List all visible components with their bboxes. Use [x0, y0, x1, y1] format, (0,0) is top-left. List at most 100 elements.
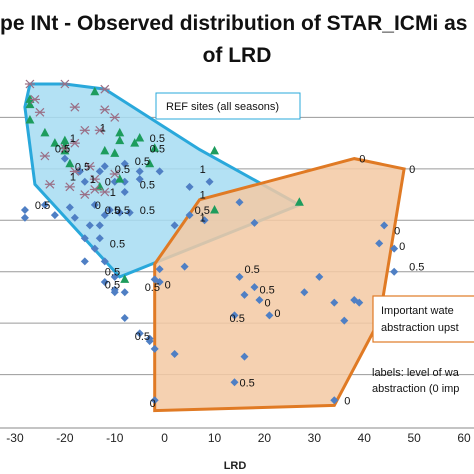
- point-label-37: 0: [409, 164, 415, 176]
- point-diamond-11: [100, 278, 109, 286]
- point-star-19: [99, 187, 110, 197]
- x-tick-9: 60: [457, 431, 471, 445]
- point-label-22: 0.5: [110, 238, 125, 250]
- point-label-27: 0.5: [135, 331, 150, 343]
- point-diamond-20: [120, 188, 129, 196]
- point-triangle-14: [65, 158, 75, 168]
- point-label-35: 0: [344, 395, 350, 407]
- point-label-5: 0.5: [115, 164, 130, 176]
- point-diamond-68: [120, 288, 129, 297]
- abstraction-legend-box: [372, 295, 474, 343]
- abstraction-label-line-2: abstraction upst: [381, 322, 459, 334]
- point-diamond-31: [135, 167, 144, 176]
- point-star-4-d2: [35, 107, 45, 117]
- x-tick-5: 20: [258, 431, 272, 445]
- point-triangle-0: [25, 99, 35, 109]
- point-diamond-24: [155, 265, 164, 274]
- point-diamond-67: [205, 177, 214, 186]
- point-diamond-60: [230, 311, 239, 320]
- point-label-14: 1: [200, 190, 206, 202]
- x-tick-1: -20: [56, 431, 74, 445]
- point-diamond-66: [235, 198, 244, 207]
- point-star-0-d2: [25, 79, 35, 89]
- point-diamond-10: [100, 257, 109, 266]
- point-label-26: 0: [165, 280, 171, 292]
- point-star-20: [109, 169, 120, 179]
- point-diamond-22: [150, 344, 159, 353]
- point-diamond-16: [110, 285, 119, 294]
- point-label-36: 0: [359, 154, 365, 166]
- labels-note: labels: level of wa abstraction (0 imp: [372, 367, 460, 395]
- point-star-7: [109, 113, 120, 122]
- point-star-20-d2: [110, 169, 120, 179]
- point-star-11-d2: [60, 143, 70, 153]
- point-triangle-19: [115, 174, 125, 183]
- point-diamond-26: [60, 154, 69, 163]
- point-star-8: [94, 125, 105, 135]
- point-label-33: 0: [274, 308, 280, 320]
- point-diamond-17: [65, 203, 74, 212]
- x-tick-6: 30: [308, 431, 322, 445]
- point-diamond-45: [375, 239, 384, 248]
- point-star-10: [69, 138, 80, 148]
- point-star-1-d2: [60, 79, 70, 89]
- point-triangle-15: [100, 145, 110, 155]
- point-star-4: [34, 107, 45, 117]
- x-tick-7: 40: [358, 431, 372, 445]
- point-triangle-22: [210, 205, 220, 214]
- point-label-13: 1: [200, 164, 206, 176]
- point-label-12: 0.5: [140, 179, 155, 191]
- point-diamond-29: [100, 162, 109, 171]
- point-diamond-25: [180, 262, 189, 271]
- point-label-10: 0: [105, 177, 111, 189]
- point-label-23: 0.5: [105, 267, 120, 279]
- point-star-8-d2: [95, 125, 105, 135]
- x-tick-4: 10: [208, 431, 222, 445]
- point-label-24: 0.5: [105, 280, 120, 292]
- point-diamond-3: [90, 200, 99, 209]
- point-diamond-39: [255, 296, 264, 304]
- x-tick-0: -30: [6, 431, 24, 445]
- point-diamond-37: [250, 283, 259, 292]
- abstraction-legend: Important wate abstraction upst: [372, 295, 474, 343]
- point-diamond-36: [235, 272, 244, 281]
- point-diamond-46: [390, 244, 399, 253]
- point-star-16: [89, 185, 100, 194]
- point-label-4: 0.5: [150, 143, 165, 155]
- point-triangle-1: [25, 94, 35, 103]
- point-label-19: 0.5: [140, 205, 155, 217]
- point-star-16-d2: [90, 185, 100, 194]
- labels-note-line-1: labels: level of wa: [372, 367, 460, 379]
- point-star-5: [69, 102, 80, 112]
- point-diamond-49: [95, 234, 104, 243]
- point-diamond-61: [70, 213, 79, 222]
- point-label-7: 0.5: [75, 161, 90, 173]
- point-star-18-d2: [65, 182, 75, 192]
- point-diamond-63: [125, 208, 134, 217]
- point-triangle-16: [115, 127, 125, 137]
- point-star-5-d2: [70, 102, 80, 112]
- point-label-16: 0: [95, 200, 101, 212]
- point-diamond-5: [115, 208, 124, 217]
- point-diamond-1: [20, 213, 29, 222]
- point-diamond-4: [105, 206, 114, 214]
- abstraction-label-line-1: Important wate: [381, 305, 454, 317]
- point-diamond-69: [240, 352, 249, 361]
- point-diamond-57: [200, 216, 209, 225]
- point-diamond-70: [170, 350, 179, 358]
- point-diamond-12: [80, 257, 89, 266]
- point-diamond-44: [380, 221, 389, 230]
- point-star-13-d2: [85, 161, 95, 171]
- point-star-0: [24, 79, 35, 89]
- point-diamond-9: [90, 244, 99, 253]
- ref-region-label: REF sites (all seasons): [166, 101, 279, 113]
- point-label-34: 0.5: [239, 377, 254, 389]
- point-label-3: 0.5: [150, 133, 165, 145]
- region-polygons: [23, 82, 406, 413]
- point-diamond-56: [330, 298, 339, 307]
- point-diamond-19: [120, 177, 129, 186]
- point-label-6: 0.5: [135, 156, 150, 168]
- point-triangle-6: [60, 135, 70, 145]
